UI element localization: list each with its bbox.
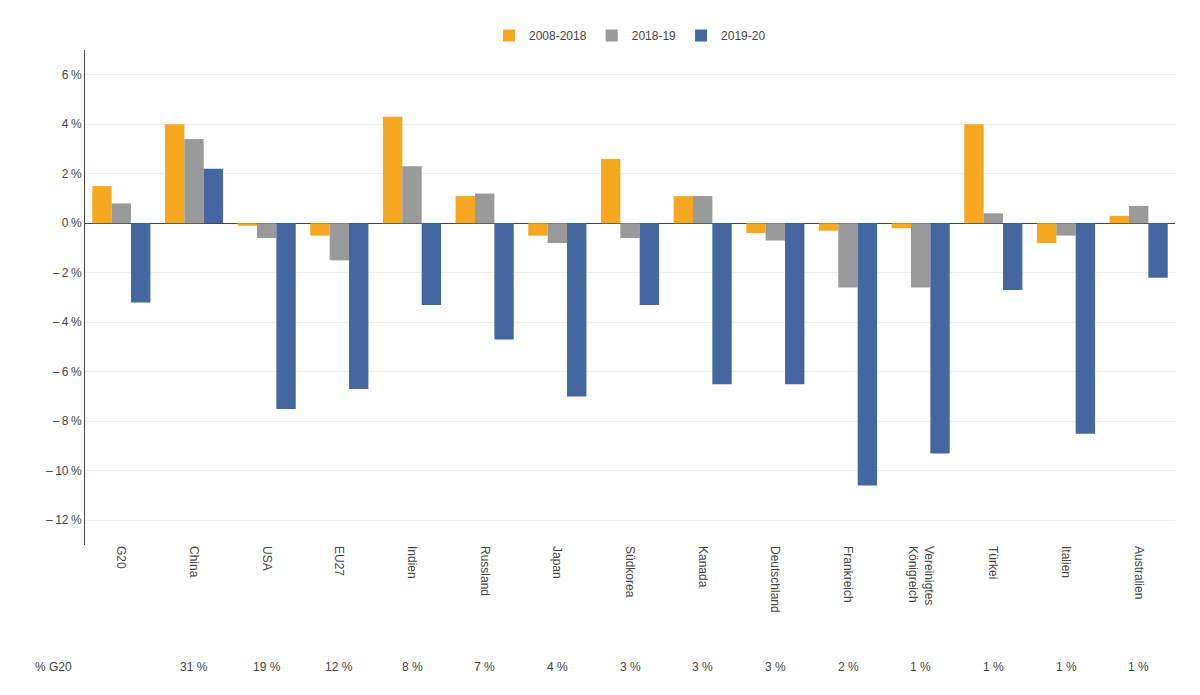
svg-text:Italien: Italien	[1059, 546, 1073, 578]
svg-text:Australien: Australien	[1132, 546, 1146, 599]
svg-text:2008-2018: 2008-2018	[529, 29, 587, 43]
svg-text:Russland: Russland	[478, 546, 492, 596]
svg-text:4 %: 4 %	[62, 117, 82, 131]
svg-text:1 %: 1 %	[910, 660, 931, 674]
svg-text:Türkei: Türkei	[986, 546, 1000, 579]
svg-text:USA: USA	[260, 546, 274, 571]
svg-text:2019-20: 2019-20	[721, 29, 765, 43]
svg-text:0 %: 0 %	[62, 216, 82, 230]
svg-text:– 2 %: – 2 %	[53, 266, 82, 280]
svg-text:Frankreich: Frankreich	[841, 546, 855, 603]
svg-text:3 %: 3 %	[620, 660, 641, 674]
svg-text:2 %: 2 %	[62, 167, 82, 181]
svg-text:6 %: 6 %	[62, 68, 82, 82]
svg-text:G20: G20	[114, 546, 128, 569]
svg-text:– 10 %: – 10 %	[46, 464, 82, 478]
svg-text:3 %: 3 %	[765, 660, 786, 674]
svg-text:% G20: % G20	[35, 660, 72, 674]
svg-text:7 %: 7 %	[474, 660, 495, 674]
svg-text:Südkorea: Südkorea	[623, 546, 637, 598]
svg-text:1 %: 1 %	[1128, 660, 1149, 674]
svg-text:Kanada: Kanada	[696, 546, 710, 588]
svg-text:31 %: 31 %	[180, 660, 208, 674]
svg-text:EU27: EU27	[332, 546, 346, 576]
svg-text:Indien: Indien	[405, 546, 419, 579]
svg-text:Japan: Japan	[550, 546, 564, 579]
svg-text:– 6 %: – 6 %	[53, 365, 82, 379]
svg-text:VereinigtesKönigreich: VereinigtesKönigreich	[906, 546, 936, 605]
svg-text:China: China	[187, 546, 201, 578]
svg-text:1 %: 1 %	[983, 660, 1004, 674]
svg-text:3 %: 3 %	[692, 660, 713, 674]
svg-text:12 %: 12 %	[325, 660, 353, 674]
svg-text:19 %: 19 %	[253, 660, 281, 674]
svg-text:– 4 %: – 4 %	[53, 315, 82, 329]
svg-text:4 %: 4 %	[547, 660, 568, 674]
svg-text:8 %: 8 %	[402, 660, 423, 674]
svg-text:1 %: 1 %	[1056, 660, 1077, 674]
svg-text:– 12 %: – 12 %	[46, 513, 82, 527]
svg-text:2018-19: 2018-19	[632, 29, 676, 43]
svg-text:Deutschland: Deutschland	[768, 546, 782, 613]
svg-text:– 8 %: – 8 %	[53, 414, 82, 428]
svg-text:2 %: 2 %	[838, 660, 859, 674]
